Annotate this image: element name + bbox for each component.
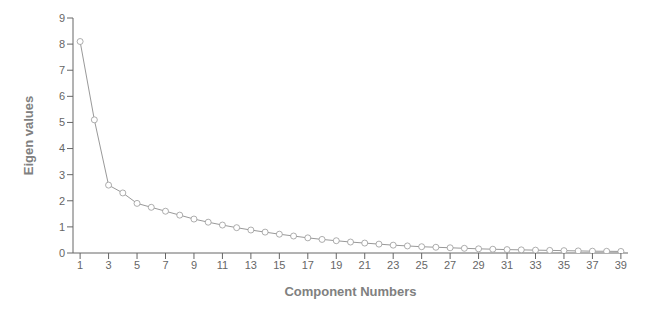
svg-text:11: 11 bbox=[217, 259, 228, 271]
svg-text:5: 5 bbox=[59, 116, 65, 128]
svg-text:6: 6 bbox=[59, 90, 65, 102]
svg-text:Component Numbers: Component Numbers bbox=[284, 284, 416, 299]
svg-text:4: 4 bbox=[59, 142, 65, 154]
svg-text:9: 9 bbox=[191, 259, 197, 271]
svg-text:17: 17 bbox=[302, 259, 314, 271]
svg-text:1: 1 bbox=[77, 259, 83, 271]
svg-text:9: 9 bbox=[59, 12, 65, 24]
svg-text:29: 29 bbox=[472, 259, 484, 271]
svg-text:31: 31 bbox=[501, 259, 513, 271]
svg-text:0: 0 bbox=[59, 247, 65, 259]
svg-text:23: 23 bbox=[387, 259, 399, 271]
svg-text:Eigen values: Eigen values bbox=[21, 96, 36, 175]
svg-text:39: 39 bbox=[615, 259, 627, 271]
svg-text:8: 8 bbox=[59, 38, 65, 50]
svg-text:3: 3 bbox=[59, 169, 65, 181]
svg-text:2: 2 bbox=[59, 195, 65, 207]
svg-text:7: 7 bbox=[59, 64, 65, 76]
svg-text:5: 5 bbox=[134, 259, 140, 271]
svg-text:21: 21 bbox=[359, 259, 371, 271]
svg-text:1: 1 bbox=[59, 221, 65, 233]
svg-text:19: 19 bbox=[330, 259, 342, 271]
svg-text:37: 37 bbox=[586, 259, 598, 271]
svg-text:33: 33 bbox=[529, 259, 541, 271]
svg-text:3: 3 bbox=[106, 259, 112, 271]
svg-text:25: 25 bbox=[416, 259, 428, 271]
svg-text:27: 27 bbox=[444, 259, 456, 271]
svg-text:15: 15 bbox=[273, 259, 285, 271]
svg-text:7: 7 bbox=[162, 259, 168, 271]
svg-text:13: 13 bbox=[245, 259, 257, 271]
svg-text:35: 35 bbox=[558, 259, 570, 271]
